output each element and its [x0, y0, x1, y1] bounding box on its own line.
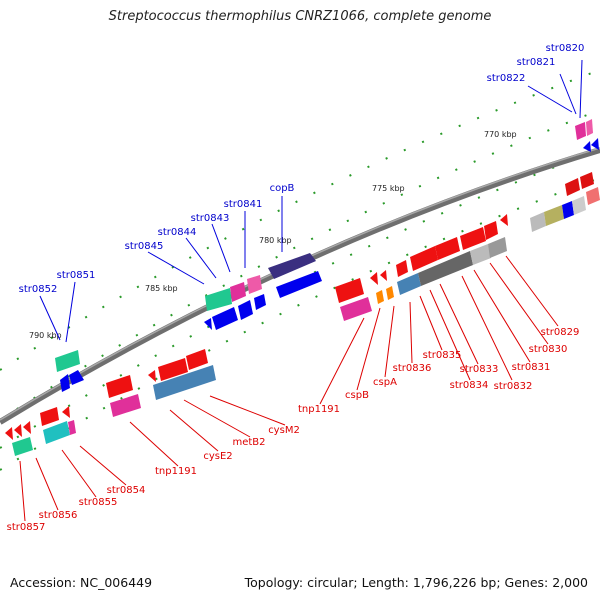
gene-block: [386, 286, 394, 300]
gene-block: [110, 394, 141, 417]
gene-label-tnp1191-a[interactable]: tnp1191: [298, 404, 340, 415]
gene-label-str0854[interactable]: str0854: [107, 485, 146, 496]
gene-arrow: [23, 421, 31, 434]
gene-block: [268, 253, 316, 279]
gene-label-str0835[interactable]: str0835: [423, 350, 462, 361]
gene-label-tnp1191-b[interactable]: tnp1191: [155, 466, 197, 477]
gene-block: [335, 278, 364, 303]
kbp-tick-780: 780 kbp: [259, 236, 292, 245]
gene-label-str0844[interactable]: str0844: [158, 227, 197, 238]
gene-block: [340, 297, 372, 321]
gene-block: [586, 119, 593, 136]
gene-block: [586, 187, 600, 205]
genome-summary-text: Topology: circular; Length: 1,796,226 bp…: [244, 575, 588, 590]
gene-arrow: [5, 427, 13, 440]
accession-text: Accession: NC_006449: [10, 575, 153, 590]
gene-block: [435, 237, 460, 260]
gene-block: [580, 172, 594, 189]
gene-label-cspB[interactable]: cspB: [345, 390, 369, 401]
kbp-tick-770: 770 kbp: [484, 130, 517, 139]
gene-block: [12, 437, 33, 456]
gene-block: [40, 407, 59, 426]
gene-arrow: [62, 406, 70, 418]
gene-arrow: [591, 138, 599, 150]
gene-label-str0832[interactable]: str0832: [494, 381, 533, 392]
top-connectors: [39, 59, 583, 343]
gene-block: [410, 246, 438, 271]
gene-label-str0833[interactable]: str0833: [460, 364, 499, 375]
gene-block: [55, 350, 80, 372]
gene-block: [565, 178, 580, 196]
gene-arrow: [238, 300, 253, 320]
gene-block: [376, 290, 384, 304]
genome-title: Streptococcus thermophilus CNRZ1066, com…: [108, 9, 492, 24]
gene-arrow: [60, 374, 70, 392]
gene-arrow: [583, 141, 591, 152]
gene-label-str0841[interactable]: str0841: [224, 199, 263, 210]
gene-label-cspA[interactable]: cspA: [373, 377, 397, 388]
gene-arrow: [380, 270, 387, 281]
gene-block: [562, 201, 574, 219]
gene-block: [544, 205, 564, 226]
gene-label-str0820[interactable]: str0820: [546, 43, 585, 54]
upper-features: [55, 119, 599, 392]
gene-block: [418, 251, 473, 286]
gene-block: [43, 421, 70, 444]
bottom-connectors: [19, 255, 559, 522]
gene-label-cysM2[interactable]: cysM2: [268, 425, 300, 436]
gene-block: [153, 365, 216, 400]
gene-label-str0830[interactable]: str0830: [529, 344, 568, 355]
gene-label-str0852[interactable]: str0852: [19, 284, 58, 295]
gene-label-str0821[interactable]: str0821: [517, 57, 556, 68]
gene-label-copB[interactable]: copB: [270, 183, 295, 194]
gene-block: [575, 122, 586, 140]
gene-label-metB2[interactable]: metB2: [232, 437, 265, 448]
kbp-tick-785: 785 kbp: [145, 284, 178, 293]
gene-block: [186, 349, 208, 370]
gene-label-str0857[interactable]: str0857: [7, 522, 46, 533]
gene-block: [488, 237, 507, 258]
gene-label-str0851[interactable]: str0851: [57, 270, 96, 281]
gene-block: [484, 221, 498, 240]
gene-block: [106, 375, 133, 398]
gene-label-str0843[interactable]: str0843: [191, 213, 230, 224]
gene-label-str0836[interactable]: str0836: [393, 363, 432, 374]
track-guides: [0, 69, 600, 471]
gene-block: [460, 227, 486, 250]
gene-block: [230, 282, 246, 302]
gene-label-str0822[interactable]: str0822: [487, 73, 526, 84]
gene-block: [205, 288, 232, 311]
gene-arrow: [204, 318, 212, 330]
gene-label-str0834[interactable]: str0834: [450, 380, 489, 391]
gene-block: [68, 420, 76, 435]
gene-arrow: [148, 370, 156, 382]
gene-label-cysE2[interactable]: cysE2: [203, 451, 232, 462]
gene-label-str0855[interactable]: str0855: [79, 497, 118, 508]
gene-block: [247, 275, 262, 294]
gene-label-str0831[interactable]: str0831: [512, 362, 551, 373]
gene-block: [396, 260, 408, 277]
gene-label-str0829[interactable]: str0829: [541, 327, 580, 338]
gene-label-str0845[interactable]: str0845: [125, 241, 164, 252]
gene-block: [276, 271, 322, 298]
gene-label-str0856[interactable]: str0856: [39, 510, 78, 521]
gene-block: [530, 212, 546, 232]
gene-arrow: [500, 214, 508, 226]
gene-arrow: [69, 370, 84, 385]
gene-arrow: [212, 307, 238, 330]
kbp-tick-790: 790 kbp: [29, 331, 62, 340]
gene-block: [397, 273, 421, 295]
gene-arrow: [14, 424, 22, 437]
kbp-tick-775: 775 kbp: [372, 184, 405, 193]
gene-arrow: [254, 294, 266, 310]
gene-block: [470, 244, 491, 265]
gene-block: [158, 358, 188, 381]
lower-features: [5, 172, 600, 456]
gene-arrow: [370, 272, 378, 285]
gene-block: [572, 196, 586, 215]
